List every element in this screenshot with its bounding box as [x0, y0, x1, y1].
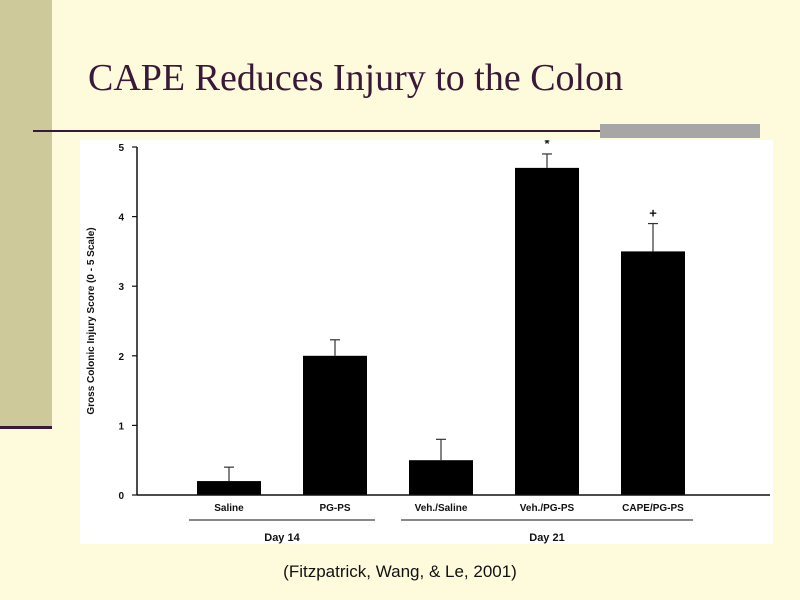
title-rule-accent	[600, 124, 760, 138]
bars	[197, 167, 685, 495]
significance-marker-4: +	[649, 206, 657, 221]
bar-0	[197, 481, 261, 495]
error-bars	[224, 153, 658, 482]
group-label-1: Day 21	[529, 532, 564, 544]
y-tick-label: 2	[118, 352, 124, 363]
y-tick-label: 0	[118, 491, 124, 502]
day-groups: Day 14 Day 21	[189, 519, 693, 544]
x-category-label-1: PG-PS	[319, 503, 350, 514]
bar-4	[621, 251, 685, 495]
x-category-label-0: Saline	[214, 503, 244, 514]
x-category-label-2: Veh./Saline	[415, 503, 468, 514]
y-tick-label: 3	[118, 282, 124, 293]
left-accent-underline	[0, 426, 52, 429]
x-category-label-3: Veh./PG-PS	[520, 503, 575, 514]
bar-2	[409, 460, 473, 495]
x-category-label-4: CAPE/PG-PS	[622, 503, 684, 514]
group-label-0: Day 14	[264, 532, 300, 544]
title-rule	[33, 130, 760, 132]
significance-marker-3: *	[544, 140, 550, 151]
significance-markers: *+	[544, 140, 657, 221]
x-axis: Saline PG-PS Veh./Saline Veh./PG-PS CAPE/PG-…	[137, 494, 770, 514]
y-axis-label: Gross Colonic Injury Score (0 - 5 Scale)	[86, 227, 97, 414]
slide-title: CAPE Reduces Injury to the Colon	[88, 57, 624, 99]
left-accent-bar	[0, 0, 52, 426]
citation: (Fitzpatrick, Wang, & Le, 2001)	[283, 562, 517, 581]
y-axis: 0 1 2 3 4 5	[118, 143, 138, 502]
y-tick-label: 1	[118, 421, 124, 432]
bar-3	[515, 167, 579, 495]
y-tick-label: 5	[118, 143, 124, 154]
bar-1	[303, 355, 367, 495]
y-tick-label: 4	[118, 213, 124, 224]
